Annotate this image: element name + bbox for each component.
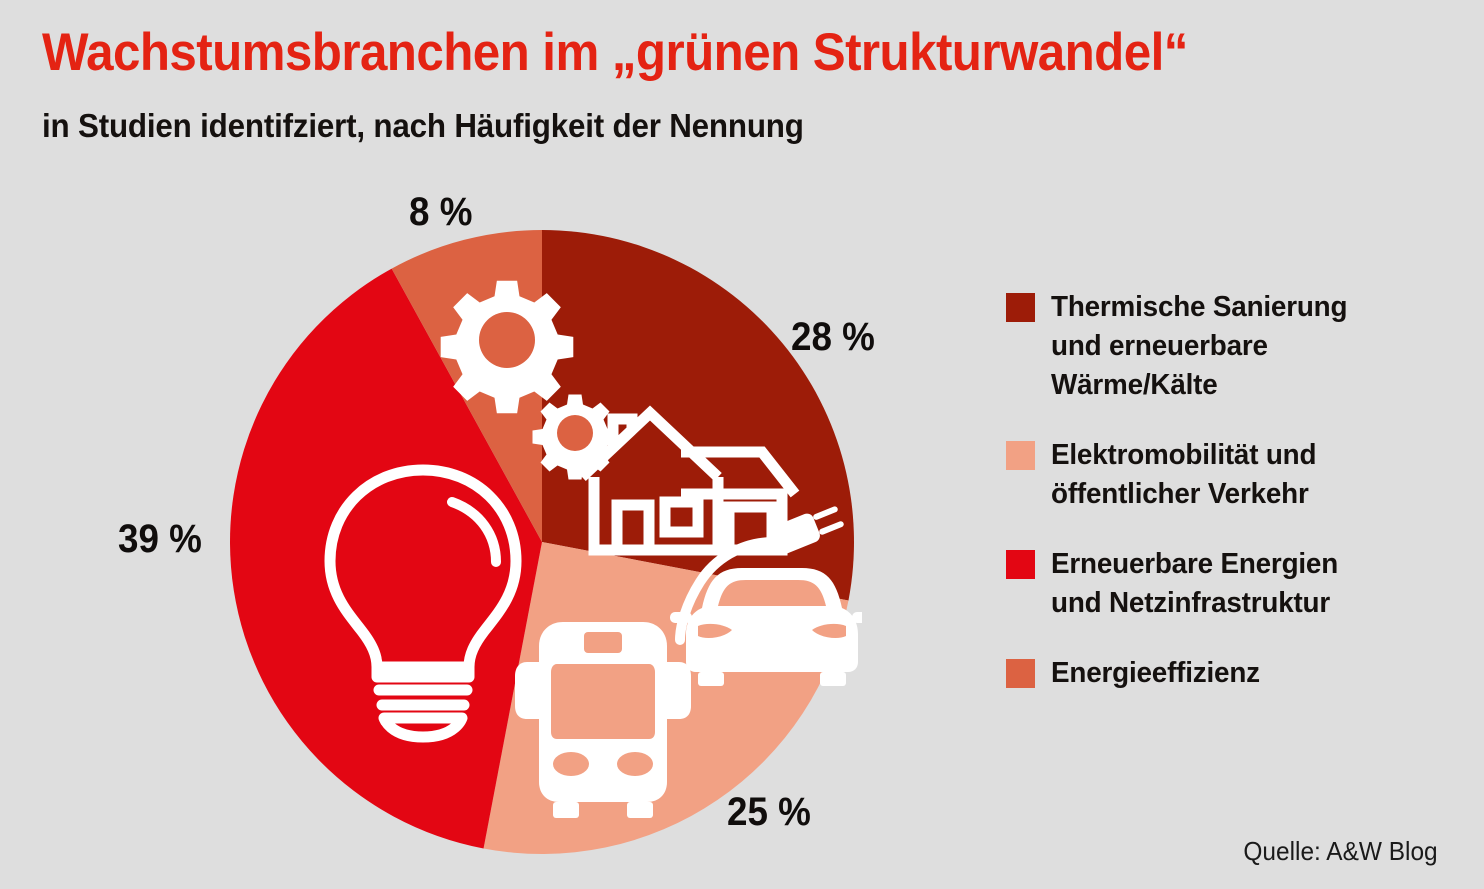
legend-label: Elektromobilität und öffentlicher Verkeh… xyxy=(1051,439,1317,510)
legend-label: Energieeffizienz xyxy=(1051,657,1260,689)
legend-label: Thermische Sanierung und erneuerbare Wär… xyxy=(1051,291,1348,401)
pie-label-28: 28 % xyxy=(791,315,875,359)
pie-chart xyxy=(222,222,862,862)
pie-label-8: 8 % xyxy=(409,190,473,234)
page-subtitle: in Studien identifziert, nach Häufigkeit… xyxy=(42,107,804,144)
legend-item[interactable]: Elektromobilität und öffentlicher Verkeh… xyxy=(1006,436,1446,514)
source-credit: Quelle: A&W Blog xyxy=(1243,836,1438,866)
page-title: Wachstumsbranchen im „grünen Strukturwan… xyxy=(42,23,1188,82)
legend-item[interactable]: Thermische Sanierung und erneuerbare Wär… xyxy=(1006,288,1446,405)
legend-item[interactable]: Energieeffizienz xyxy=(1006,654,1446,693)
bus-icon xyxy=(515,622,691,818)
legend-label: Erneuerbare Energien und Netzinfrastrukt… xyxy=(1051,548,1339,619)
electric-car-icon xyxy=(670,506,862,686)
gears-icon xyxy=(440,280,618,480)
pie-label-39: 39 % xyxy=(118,517,202,561)
legend-swatch xyxy=(1006,293,1035,322)
legend-swatch xyxy=(1006,659,1035,688)
chart-legend: Thermische Sanierung und erneuerbare Wär… xyxy=(1006,288,1446,724)
pie-label-25: 25 % xyxy=(727,790,811,834)
legend-swatch xyxy=(1006,441,1035,470)
legend-swatch xyxy=(1006,550,1035,579)
legend-item[interactable]: Erneuerbare Energien und Netzinfrastrukt… xyxy=(1006,545,1446,623)
lightbulb-icon xyxy=(324,464,522,743)
